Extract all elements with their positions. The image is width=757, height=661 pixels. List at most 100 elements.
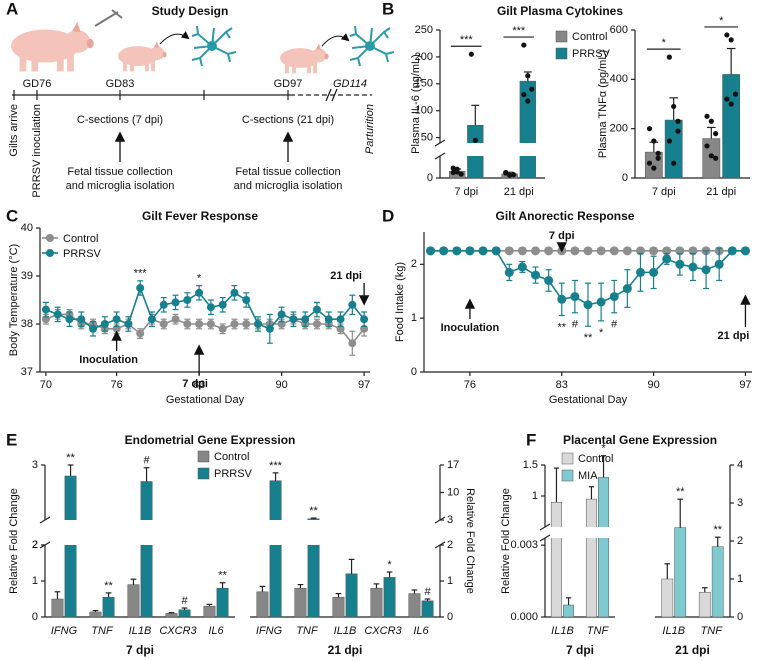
bar [563,604,575,618]
x-tick-label: TNF [587,625,610,637]
significance-label: # [181,595,188,607]
bar [408,593,421,618]
legend-swatch [197,467,210,480]
group-label: 21 dpi [328,643,363,657]
data-point [655,150,661,156]
y-tick-label: 200 [415,51,433,63]
axis-break [434,541,446,549]
marker [171,315,180,324]
axis-break [434,152,446,160]
panel-label: C [6,206,18,225]
marker [701,265,711,275]
marker [230,288,239,297]
data-point [666,138,672,144]
data-point [713,131,719,137]
chart-title: Endometrial Gene Expression [125,433,296,447]
y-tick-label: 400 [610,73,628,85]
legend-label: Control [214,451,249,463]
data-point [646,126,653,132]
panel-label: F [526,430,536,449]
x-tick-label: 90 [647,379,659,391]
y-tick-label: 38 [21,318,33,330]
x-tick-label: IFNG [256,625,283,637]
marker [714,259,724,269]
data-point [468,51,474,57]
y-tick-label: 150 [415,78,433,90]
csection-note: and microglia isolation [66,180,175,192]
significance-label: # [572,319,579,331]
data-point [671,103,677,110]
pig-icon [280,43,329,74]
significance-label: * [601,443,606,455]
bar [383,577,396,618]
marker [100,320,109,328]
marker [596,297,606,307]
marker [147,315,156,324]
marker [53,310,62,319]
csection-note: and microglia isolation [234,180,343,192]
significance-label: ** [218,570,227,582]
bar [140,481,153,618]
bar [585,498,597,618]
y-tick-label: 0 [411,366,417,378]
marker [218,324,227,333]
marker [89,324,98,333]
marker [136,284,145,292]
legend-swatch [197,450,210,463]
pig-icon [118,41,167,72]
data-point [511,172,517,178]
legend-swatch [555,30,568,43]
significance-label: # [143,455,150,467]
marker [348,339,357,348]
marker [727,246,737,256]
x-tick-label: 97 [358,379,370,391]
marker [301,315,310,324]
legend-swatch [555,47,568,60]
y-tick-label: 0.000 [510,611,538,623]
chart-title: Placental Gene Expression [563,433,717,447]
x-tick-label: IL6 [208,625,224,637]
y-tick-label: 4 [737,459,743,471]
timepoint: GD76 [23,78,52,90]
axis-break-gap [441,143,545,156]
annotation: 21 dpi [718,330,750,342]
y-tick-label: 37 [21,366,33,378]
y-axis-label: Body Temperature (°C) [8,244,20,356]
marker [635,267,645,277]
marker [740,246,750,256]
chart-title: Gilt Fever Response [142,209,258,223]
data-point [704,113,710,119]
x-tick-label: TNF [701,625,724,637]
y-tick-label: 17 [447,459,459,471]
csection-note: Fetal tissue collection [235,166,340,178]
data-point [651,138,657,144]
marker [159,300,168,309]
marker [439,246,449,256]
annotation: Inoculation [79,354,138,366]
marker [289,315,298,324]
y-tick-label: 2 [737,535,743,547]
bar [722,74,741,179]
marker [504,246,514,256]
marker [622,284,632,294]
y-axis-label: Food Intake (kg) [394,262,406,342]
y-axis-label: Plasma TNFα (pg/mL) [597,50,609,158]
significance-label: *** [512,25,526,37]
y-tick-label: 40 [21,222,33,234]
marker [136,329,145,338]
legend-label: Control [572,31,607,43]
marker [596,246,606,256]
legend-label: Control [578,453,613,465]
y-tick-label: 1 [737,573,743,585]
y-tick-label: 0 [447,611,453,623]
x-tick-label: IL1B [551,625,574,637]
data-point [503,169,509,176]
x-tick-label: CXCR3 [364,625,402,637]
x-tick-label: 21 dpi [504,186,534,198]
marker [312,305,321,314]
legend-marker [46,234,54,242]
data-point [651,165,657,171]
x-tick-label: 76 [110,379,122,391]
data-point [529,86,535,92]
significance-label: *** [134,268,148,280]
